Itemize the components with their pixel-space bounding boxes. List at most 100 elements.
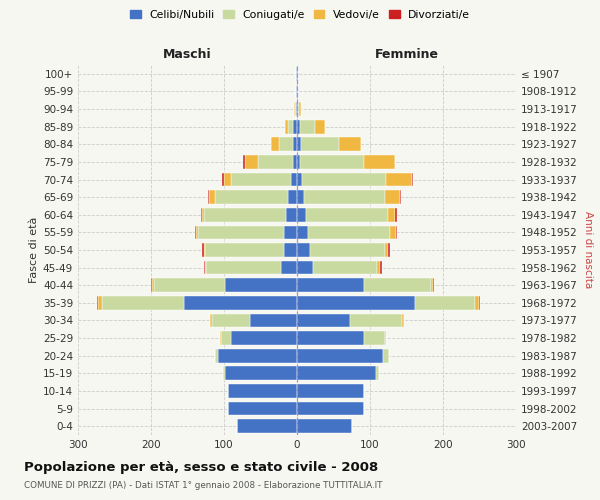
Bar xyxy=(297,67,298,80)
Legend: Celibi/Nubili, Coniugati/e, Vedovi/e, Divorziati/e: Celibi/Nubili, Coniugati/e, Vedovi/e, Di… xyxy=(125,6,475,24)
Bar xyxy=(385,190,400,204)
Bar xyxy=(304,190,385,204)
Bar xyxy=(297,243,310,257)
Text: Femmine: Femmine xyxy=(374,48,439,62)
Bar xyxy=(297,314,350,328)
Bar xyxy=(221,331,232,345)
Bar xyxy=(376,366,379,380)
Bar xyxy=(224,172,232,186)
Bar xyxy=(385,331,386,345)
Bar xyxy=(250,314,297,328)
Bar xyxy=(296,84,297,98)
Bar xyxy=(298,102,299,116)
Bar xyxy=(220,331,221,345)
Bar xyxy=(288,190,297,204)
Bar xyxy=(380,260,382,274)
Bar xyxy=(297,155,300,169)
Bar xyxy=(479,296,480,310)
Bar xyxy=(97,296,98,310)
Y-axis label: Anni di nascita: Anni di nascita xyxy=(583,212,593,288)
Bar xyxy=(308,226,390,239)
Bar xyxy=(212,314,250,328)
Bar xyxy=(296,67,297,80)
Bar xyxy=(297,84,298,98)
Bar xyxy=(210,314,212,328)
Bar xyxy=(297,208,307,222)
Text: COMUNE DI PRIZZI (PA) - Dati ISTAT 1° gennaio 2008 - Elaborazione TUTTITALIA.IT: COMUNE DI PRIZZI (PA) - Dati ISTAT 1° ge… xyxy=(24,481,383,490)
Bar xyxy=(208,190,209,204)
Bar xyxy=(223,366,226,380)
Bar xyxy=(297,296,415,310)
Bar xyxy=(364,331,385,345)
Bar xyxy=(284,226,297,239)
Bar xyxy=(232,331,297,345)
Bar xyxy=(297,260,313,274)
Bar xyxy=(300,155,364,169)
Bar xyxy=(226,278,297,292)
Bar xyxy=(184,296,297,310)
Bar xyxy=(243,155,245,169)
Bar xyxy=(385,243,388,257)
Bar xyxy=(293,155,297,169)
Bar xyxy=(279,138,293,151)
Bar xyxy=(232,172,291,186)
Bar xyxy=(152,278,154,292)
Bar xyxy=(203,243,205,257)
Bar xyxy=(102,296,184,310)
Bar xyxy=(284,120,287,134)
Bar xyxy=(154,278,226,292)
Bar xyxy=(301,138,338,151)
Bar xyxy=(302,172,386,186)
Bar xyxy=(222,172,224,186)
Bar xyxy=(200,208,202,222)
Bar xyxy=(271,138,279,151)
Bar xyxy=(198,226,284,239)
Bar xyxy=(412,172,413,186)
Bar xyxy=(297,102,298,116)
Bar xyxy=(388,243,390,257)
Bar xyxy=(350,314,402,328)
Bar xyxy=(297,120,300,134)
Bar xyxy=(296,102,297,116)
Bar xyxy=(395,226,397,239)
Bar xyxy=(297,226,308,239)
Bar xyxy=(297,349,383,362)
Bar xyxy=(307,208,388,222)
Bar xyxy=(295,102,296,116)
Bar xyxy=(293,120,297,134)
Bar xyxy=(313,260,377,274)
Bar xyxy=(151,278,152,292)
Bar xyxy=(377,260,380,274)
Bar xyxy=(287,120,293,134)
Bar xyxy=(205,243,284,257)
Bar xyxy=(299,102,301,116)
Y-axis label: Fasce di età: Fasce di età xyxy=(29,217,39,283)
Bar xyxy=(388,208,395,222)
Bar xyxy=(204,208,286,222)
Bar xyxy=(281,260,297,274)
Bar xyxy=(386,172,412,186)
Bar xyxy=(383,349,389,362)
Bar xyxy=(226,366,297,380)
Bar xyxy=(205,260,206,274)
Bar xyxy=(297,420,352,433)
Text: Maschi: Maschi xyxy=(163,48,212,62)
Bar xyxy=(431,278,433,292)
Bar xyxy=(195,226,196,239)
Bar xyxy=(237,420,297,433)
Bar xyxy=(395,208,397,222)
Bar xyxy=(98,296,102,310)
Bar xyxy=(297,190,304,204)
Bar xyxy=(297,331,364,345)
Bar xyxy=(297,402,364,415)
Bar xyxy=(245,155,259,169)
Bar xyxy=(475,296,479,310)
Bar xyxy=(294,102,295,116)
Bar xyxy=(338,138,361,151)
Bar xyxy=(209,190,215,204)
Bar xyxy=(291,172,297,186)
Bar xyxy=(297,366,376,380)
Bar xyxy=(286,208,297,222)
Bar xyxy=(297,384,364,398)
Bar xyxy=(314,120,325,134)
